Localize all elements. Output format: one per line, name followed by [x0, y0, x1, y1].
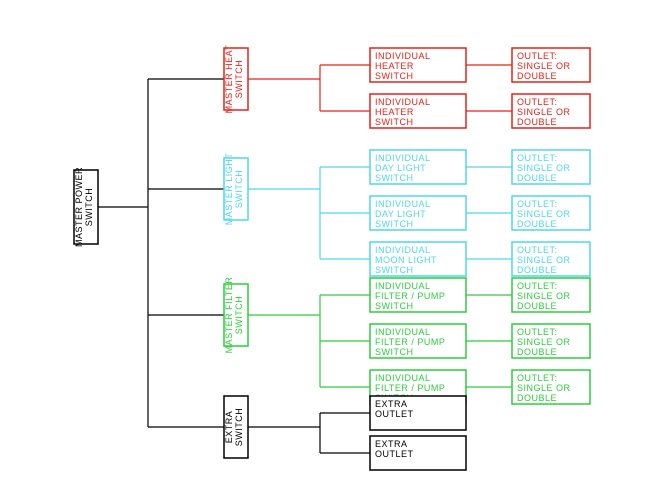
light-master-label: MASTER LIGHT: [224, 153, 234, 226]
master-power-label2: SWITCH: [84, 188, 94, 227]
extra-master-label: EXTRA: [224, 411, 234, 444]
master-power-label: MASTER POWER: [74, 167, 84, 247]
filter-master-label2: SWITCH: [234, 296, 244, 335]
extra-master-label2: SWITCH: [234, 408, 244, 447]
wiring-diagram: MASTER POWERSWITCHMASTER HEATSWITCHINDIV…: [0, 0, 648, 501]
heat-master-label: MASTER HEAT: [224, 45, 234, 114]
filter-master-label: MASTER FILTER: [224, 277, 234, 354]
heat-master-label2: SWITCH: [234, 60, 244, 99]
light-master-label2: SWITCH: [234, 170, 244, 209]
